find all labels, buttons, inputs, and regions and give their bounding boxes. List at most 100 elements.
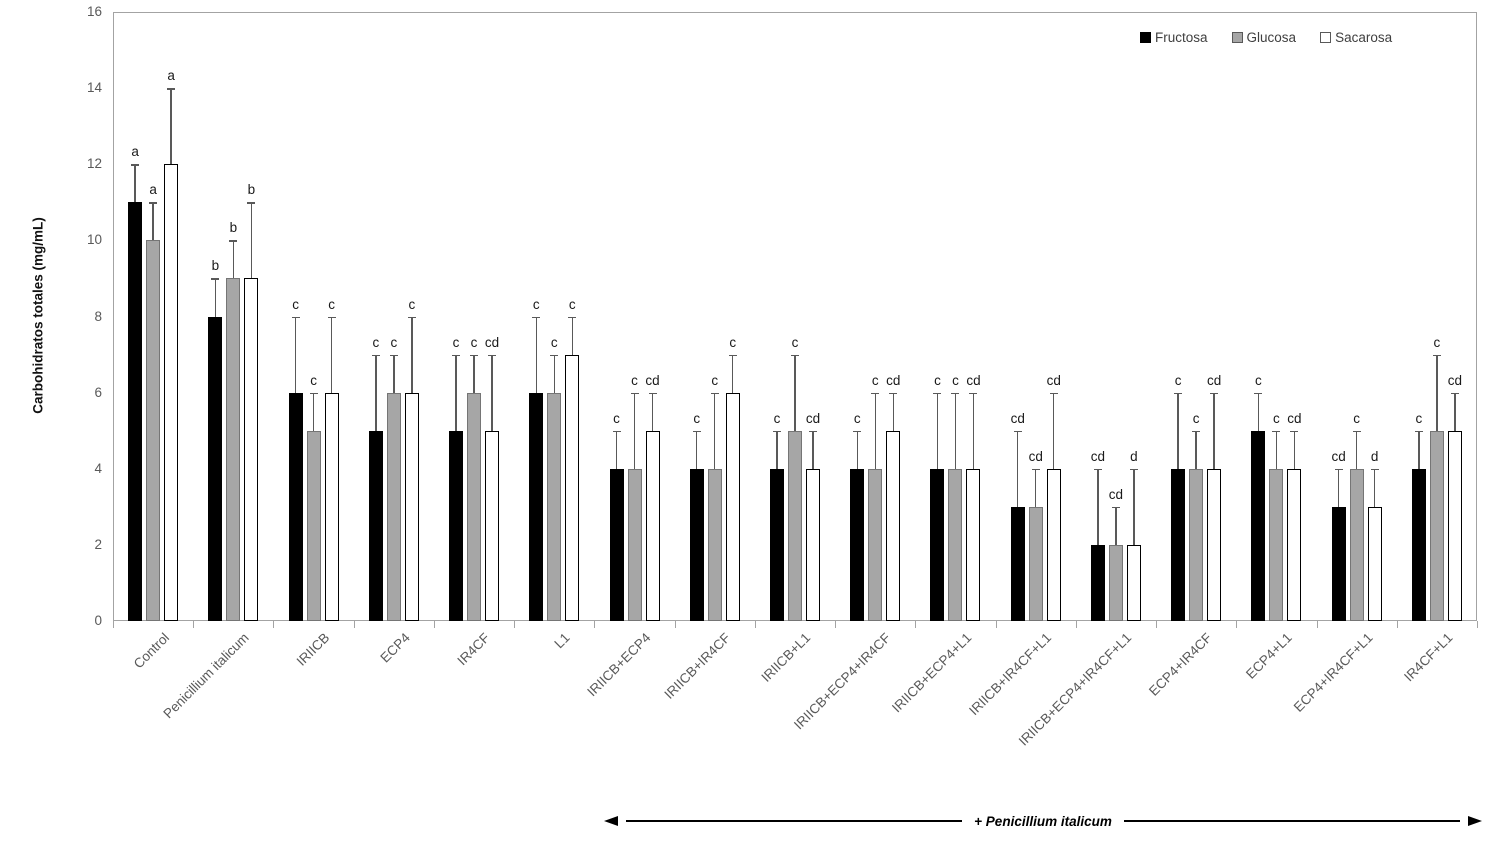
- significance-letter: cd: [805, 410, 821, 426]
- x-category-label: IR4CF: [454, 630, 493, 669]
- error-bar: [732, 354, 734, 393]
- significance-letter: a: [167, 68, 175, 84]
- error-bar-cap: [773, 430, 781, 433]
- error-bar: [250, 202, 253, 279]
- x-tick-mark: [1156, 621, 1158, 628]
- significance-letter: c: [550, 334, 558, 350]
- error-bar-cap: [1254, 392, 1263, 395]
- bar-glucosa: [146, 240, 161, 621]
- error-bar-cap: [309, 392, 318, 395]
- error-bar: [812, 430, 814, 469]
- error-bar: [1257, 392, 1260, 431]
- x-category-label: Penicillium italicum: [160, 630, 252, 722]
- x-tick-mark: [1477, 621, 1478, 628]
- error-bar-cap: [1111, 506, 1120, 509]
- x-tick-mark: [273, 621, 275, 628]
- significance-letter: c: [372, 334, 380, 350]
- legend-swatch-icon: [1320, 32, 1332, 43]
- significance-letter: c: [853, 410, 861, 426]
- significance-letter: c: [292, 296, 299, 312]
- error-bar: [1436, 354, 1438, 431]
- significance-letter: c: [1192, 410, 1200, 426]
- error-bar-cap: [1432, 354, 1441, 357]
- significance-letter: c: [310, 372, 317, 388]
- bar-fructosa: [1411, 468, 1426, 621]
- significance-letter: c: [390, 334, 398, 350]
- bar-fructosa: [609, 468, 624, 621]
- bar-glucosa: [627, 468, 642, 621]
- error-bar-cap: [371, 354, 380, 357]
- y-tick-label: 16: [86, 4, 102, 19]
- significance-letter: c: [773, 410, 781, 426]
- bar-sacarosa: [1207, 468, 1222, 621]
- error-bar: [1454, 392, 1456, 431]
- x-tick-mark: [1236, 621, 1238, 628]
- arrow-right-icon: [1468, 816, 1483, 826]
- significance-letter: cd: [1108, 486, 1124, 502]
- significance-letter: cd: [886, 372, 901, 388]
- significance-letter: c: [1353, 410, 1361, 426]
- error-bar: [1177, 392, 1179, 469]
- error-bar: [152, 202, 154, 241]
- error-bar-cap: [648, 392, 657, 395]
- x-tick-mark: [113, 621, 114, 628]
- bar-sacarosa: [1126, 544, 1141, 621]
- significance-letter: a: [131, 144, 139, 160]
- error-bar: [1035, 468, 1037, 507]
- significance-letter: cd: [1046, 372, 1061, 388]
- error-bar: [232, 240, 235, 279]
- error-bar-cap: [167, 88, 176, 90]
- error-bar-cap: [1174, 392, 1183, 395]
- bar-fructosa: [1251, 430, 1266, 621]
- error-bar: [936, 392, 939, 469]
- bar-sacarosa: [645, 430, 660, 621]
- error-bar-cap: [389, 354, 398, 357]
- bar-glucosa: [1028, 506, 1043, 621]
- error-bar-cap: [1031, 468, 1040, 471]
- bar-sacarosa: [1447, 430, 1462, 621]
- error-bar-cap: [791, 354, 799, 357]
- error-bar-cap: [969, 392, 978, 395]
- error-bar-cap: [692, 430, 701, 433]
- error-bar: [714, 392, 716, 469]
- bar-fructosa: [449, 430, 464, 621]
- significance-letter: b: [211, 258, 220, 274]
- bar-sacarosa: [806, 468, 820, 621]
- error-bar: [1373, 468, 1376, 507]
- error-bar: [134, 164, 136, 203]
- significance-letter: d: [1130, 448, 1138, 464]
- significance-letter: c: [532, 296, 540, 312]
- significance-letter: b: [247, 182, 256, 198]
- significance-letter: cd: [484, 334, 500, 350]
- error-bar: [170, 88, 172, 165]
- error-bar-cap: [1414, 430, 1423, 433]
- significance-letter: cd: [1287, 410, 1302, 426]
- error-bar-cap: [889, 392, 898, 395]
- error-bar: [874, 392, 876, 469]
- error-bar: [553, 354, 555, 393]
- significance-letter: cd: [1207, 372, 1222, 388]
- bar-glucosa: [1189, 468, 1204, 621]
- significance-letter: c: [934, 372, 941, 388]
- bar-fructosa: [208, 316, 223, 621]
- x-category-label: IR4CF+L1: [1401, 630, 1456, 685]
- bar-sacarosa: [1287, 468, 1302, 621]
- significance-letter: c: [1415, 410, 1423, 426]
- significance-letter: c: [1174, 372, 1182, 388]
- x-tick-mark: [754, 621, 756, 628]
- error-bar: [696, 430, 698, 469]
- error-bar: [491, 354, 493, 431]
- error-bar-cap: [291, 316, 300, 319]
- error-bar-cap: [550, 354, 559, 357]
- x-tick-mark: [1396, 621, 1398, 628]
- significance-letter: cd: [1010, 410, 1025, 426]
- significance-letter: c: [1433, 334, 1441, 350]
- significance-letter: d: [1370, 448, 1379, 464]
- bar-fructosa: [1090, 544, 1105, 621]
- error-bar-cap: [853, 430, 862, 433]
- legend-swatch-icon: [1140, 32, 1151, 43]
- error-bar: [615, 430, 618, 469]
- bar-fructosa: [529, 392, 544, 621]
- x-tick-mark: [835, 621, 837, 628]
